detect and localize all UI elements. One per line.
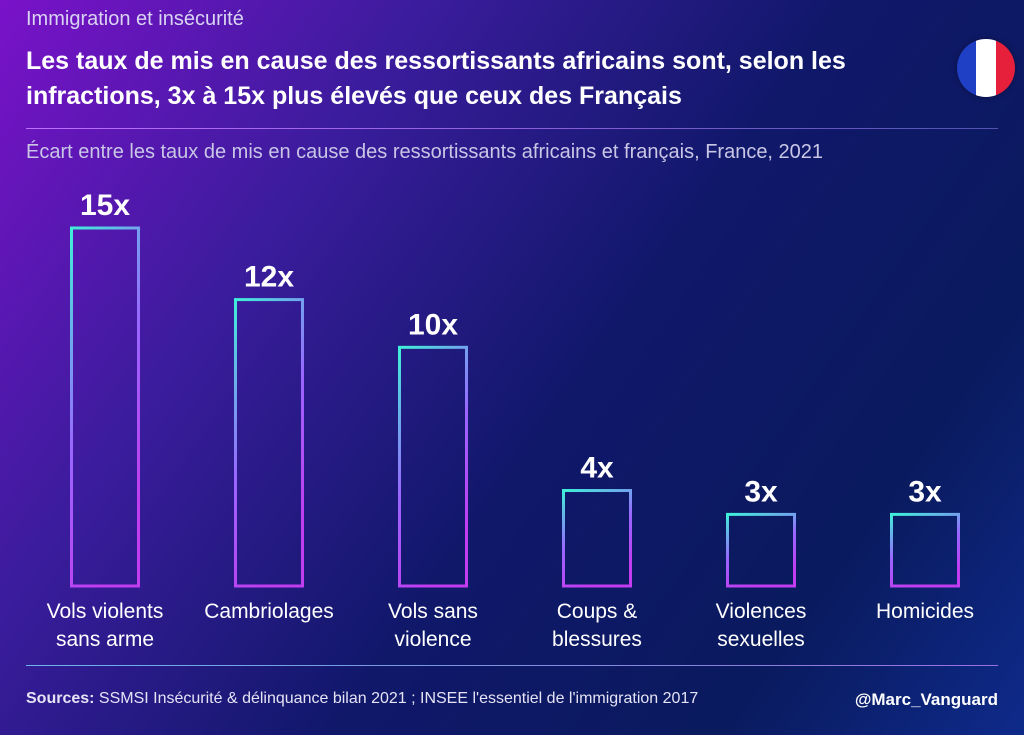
bar-value-label: 4x <box>580 452 614 485</box>
bar-value-label: 12x <box>244 261 294 294</box>
bar-value-label: 3x <box>744 475 778 508</box>
sources-text: SSMSI Insécurité & délinquance bilan 202… <box>94 690 699 707</box>
category-label: Coups & <box>557 600 638 623</box>
header-divider <box>26 128 998 129</box>
flag-red-stripe <box>995 39 1015 97</box>
category-label: Violences <box>716 600 807 623</box>
bar-5 <box>890 512 960 588</box>
flag-blue-stripe <box>957 39 977 97</box>
bar-3 <box>562 489 632 588</box>
bar-4 <box>726 512 796 588</box>
bar-value-label: 15x <box>80 189 130 222</box>
sources-label: Sources: <box>26 690 95 707</box>
bar-value-label: 3x <box>908 475 942 508</box>
sources-note: Sources: SSMSI Insécurité & délinquance … <box>26 690 698 708</box>
bars-group: 15x Vols violents sans arme 12x Cambriolages… <box>47 189 974 651</box>
category-label: Homicides <box>876 600 974 623</box>
flag-white-stripe <box>976 39 996 97</box>
bar-2 <box>398 345 468 588</box>
page-title: Les taux de mis en cause des ressortissa… <box>26 47 846 110</box>
france-flag-icon <box>957 39 1015 97</box>
footer-divider <box>26 665 998 666</box>
category-label: sans arme <box>56 628 154 651</box>
category-label: Cambriolages <box>204 600 334 623</box>
category-label: blessures <box>552 628 642 651</box>
chart-subtitle: Écart entre les taux de mis en cause des… <box>26 141 824 163</box>
bar-1 <box>234 298 304 588</box>
bar-0 <box>70 226 140 588</box>
category-label: violence <box>394 628 471 651</box>
category-label: Vols sans <box>388 600 478 623</box>
category-label: Vols violents <box>47 600 164 623</box>
category-label: sexuelles <box>717 628 805 651</box>
kicker: Immigration et insécurité <box>26 8 244 30</box>
bar-value-label: 10x <box>408 308 458 341</box>
author-handle: @Marc_Vanguard <box>854 690 998 709</box>
